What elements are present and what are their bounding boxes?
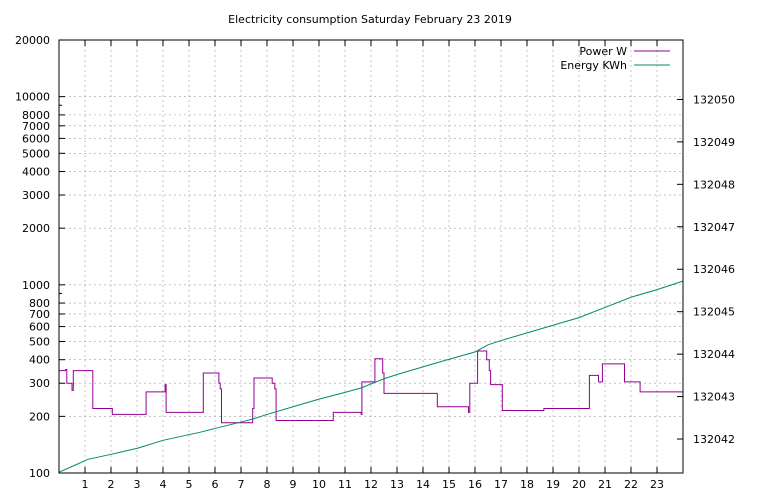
y2-tick-label: 132047: [693, 221, 735, 234]
x-tick-label: 17: [494, 478, 508, 491]
y2-tick-label: 132043: [693, 391, 735, 404]
x-tick-label: 14: [416, 478, 430, 491]
y-tick-label: 600: [29, 321, 50, 334]
y-tick-label: 200: [29, 410, 50, 423]
x-tick-label: 13: [390, 478, 404, 491]
x-tick-label: 2: [108, 478, 115, 491]
x-tick-label: 21: [598, 478, 612, 491]
y2-tick-label: 132042: [693, 433, 735, 446]
y-tick-label: 2000: [22, 222, 50, 235]
series-line-power-w: [59, 350, 683, 424]
x-tick-label: 20: [572, 478, 586, 491]
x-tick-label: 15: [442, 478, 456, 491]
grid-layer: [59, 39, 683, 474]
legend: Power W Energy KWh: [560, 45, 670, 72]
series-layer: [58, 280, 684, 473]
y-tick-label: 6000: [22, 132, 50, 145]
x-tick-label: 11: [338, 478, 352, 491]
x-tick-label: 23: [650, 478, 664, 491]
legend-label-energy: Energy KWh: [560, 59, 627, 72]
y-tick-label: 400: [29, 354, 50, 367]
y-tick-label: 20000: [15, 34, 50, 47]
y-tick-label: 8000: [22, 109, 50, 122]
plot-frame: [58, 39, 684, 474]
y2-tick-label: 132049: [693, 136, 735, 149]
axis-layer: 1 2 3 4 5 6 7 8 9 10 11 12 13 14 15 16 17 18 19 20 21 22 23100…: [15, 34, 735, 491]
x-tick-label: 18: [520, 478, 534, 491]
x-tick-label: 12: [364, 478, 378, 491]
x-tick-label: 3: [134, 478, 141, 491]
x-tick-label: 16: [468, 478, 482, 491]
y-tick-label: 500: [29, 335, 50, 348]
x-tick-label: 19: [546, 478, 560, 491]
y2-tick-label: 132044: [693, 348, 735, 361]
x-tick-label: 10: [312, 478, 326, 491]
y2-tick-label: 132046: [693, 263, 735, 276]
x-tick-label: 5: [186, 478, 193, 491]
y2-tick-label: 132050: [693, 93, 735, 106]
y2-tick-label: 132045: [693, 306, 735, 319]
x-tick-label: 4: [160, 478, 167, 491]
y-tick-label: 300: [29, 377, 50, 390]
x-tick-label: 9: [290, 478, 297, 491]
x-tick-label: 1: [82, 478, 89, 491]
y-tick-label: 5000: [22, 147, 50, 160]
y-tick-label: 100: [29, 467, 50, 480]
legend-label-power: Power W: [579, 45, 627, 58]
y-tick-label: 10000: [15, 91, 50, 104]
y-tick-label: 3000: [22, 189, 50, 202]
y-tick-label: 7000: [22, 120, 50, 133]
y-tick-label: 800: [29, 297, 50, 310]
y-tick-label: 700: [29, 308, 50, 321]
y-tick-label: 4000: [22, 166, 50, 179]
chart-title: Electricity consumption Saturday Februar…: [228, 13, 512, 26]
series-line-energy-kwh: [58, 280, 684, 473]
y-tick-label: 1000: [22, 279, 50, 292]
x-tick-label: 6: [212, 478, 219, 491]
x-tick-label: 8: [264, 478, 271, 491]
x-tick-label: 22: [624, 478, 638, 491]
x-tick-label: 7: [238, 478, 245, 491]
y2-tick-label: 132048: [693, 178, 735, 191]
